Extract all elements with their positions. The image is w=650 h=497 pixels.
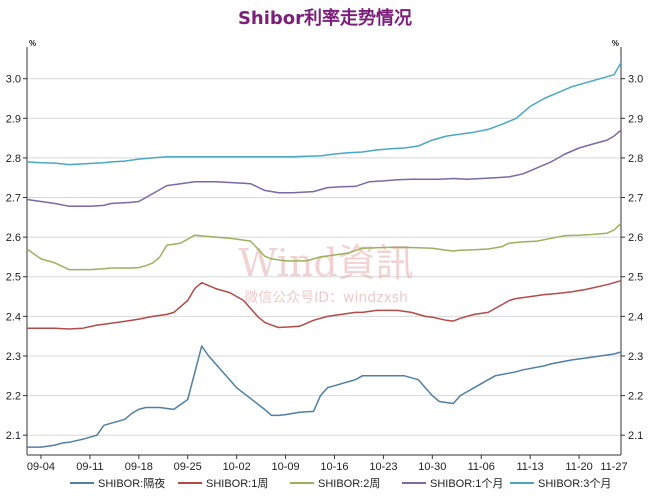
y-tick-label-right: 2.5 (628, 272, 643, 284)
series-line (26, 62, 622, 166)
x-tick-label: 09-11 (76, 461, 103, 473)
x-tick-label: 10-02 (223, 461, 251, 473)
x-tick-label: 10-23 (369, 461, 397, 473)
grid-lines (27, 78, 621, 436)
x-tick-label: 09-25 (174, 461, 202, 473)
x-tick-label: 10-09 (271, 461, 299, 473)
series-lines (26, 62, 622, 448)
watermark-sub-text: 微信公众号ID：windzxsh (244, 290, 408, 306)
y-tick-label-left: 2.4 (6, 311, 21, 323)
y-tick-label-right: 2.4 (628, 311, 643, 323)
y-tick-label-right: 3.0 (628, 74, 643, 86)
x-tick-label: 11-20 (565, 461, 592, 473)
y-tick-label-right: 2.7 (628, 193, 643, 205)
y-tick-label-right: 2.6 (628, 232, 643, 244)
legend-label: SHIBOR:3个月 (538, 477, 611, 490)
axes: 2.1 2.1 2.2 2.2 2.3 2.3 2.4 2.4 2.5 2.5 2.6 2.6 2.7 2… (6, 39, 644, 473)
x-tick-label: 11-06 (468, 461, 495, 473)
y-tick-label-left: 2.2 (6, 391, 21, 403)
x-tick-label: 09-04 (27, 461, 55, 473)
chart-title: Shibor利率走势情况 (237, 8, 413, 29)
x-tick-label: 11-13 (516, 461, 543, 473)
y-tick-label-right: 2.1 (628, 430, 643, 442)
series-line (27, 345, 622, 448)
y-unit-label-left: % (29, 39, 36, 48)
y-unit-label-right: % (612, 39, 619, 48)
x-tick-label: 11-27 (600, 461, 627, 473)
y-tick-label-right: 2.3 (628, 351, 643, 363)
watermark: Wind資訊 微信公众号ID：windzxsh (238, 241, 413, 306)
watermark-main-text: Wind資訊 (238, 241, 413, 285)
legend: SHIBOR:隔夜 SHIBOR:1周 SHIBOR:2周 SHIBOR:1个月 SHI… (70, 476, 611, 490)
y-tick-label-left: 2.8 (6, 153, 21, 165)
y-tick-label-left: 2.1 (6, 430, 21, 442)
y-tick-label-left: 2.6 (6, 232, 21, 244)
y-tick-label-left: 2.7 (6, 193, 21, 205)
x-tick-label: 10-16 (320, 461, 348, 473)
y-tick-label-right: 2.8 (628, 153, 643, 165)
series-line (26, 129, 622, 207)
series-line (27, 279, 622, 330)
y-tick-label-left: 2.3 (6, 351, 21, 363)
legend-label: SHIBOR:1周 (206, 477, 268, 490)
x-tick-label: 09-18 (125, 461, 153, 473)
x-tick-label: 10-30 (418, 461, 446, 473)
y-tick-label-right: 2.2 (628, 391, 643, 403)
y-tick-label-right: 2.9 (628, 113, 643, 125)
legend-label: SHIBOR:2周 (318, 477, 380, 490)
y-tick-label-left: 3.0 (6, 74, 21, 86)
series-line (26, 222, 622, 271)
legend-label: SHIBOR:1个月 (430, 477, 503, 490)
y-tick-label-left: 2.5 (6, 272, 21, 284)
y-tick-label-left: 2.9 (6, 113, 21, 125)
legend-label: SHIBOR:隔夜 (98, 476, 165, 490)
